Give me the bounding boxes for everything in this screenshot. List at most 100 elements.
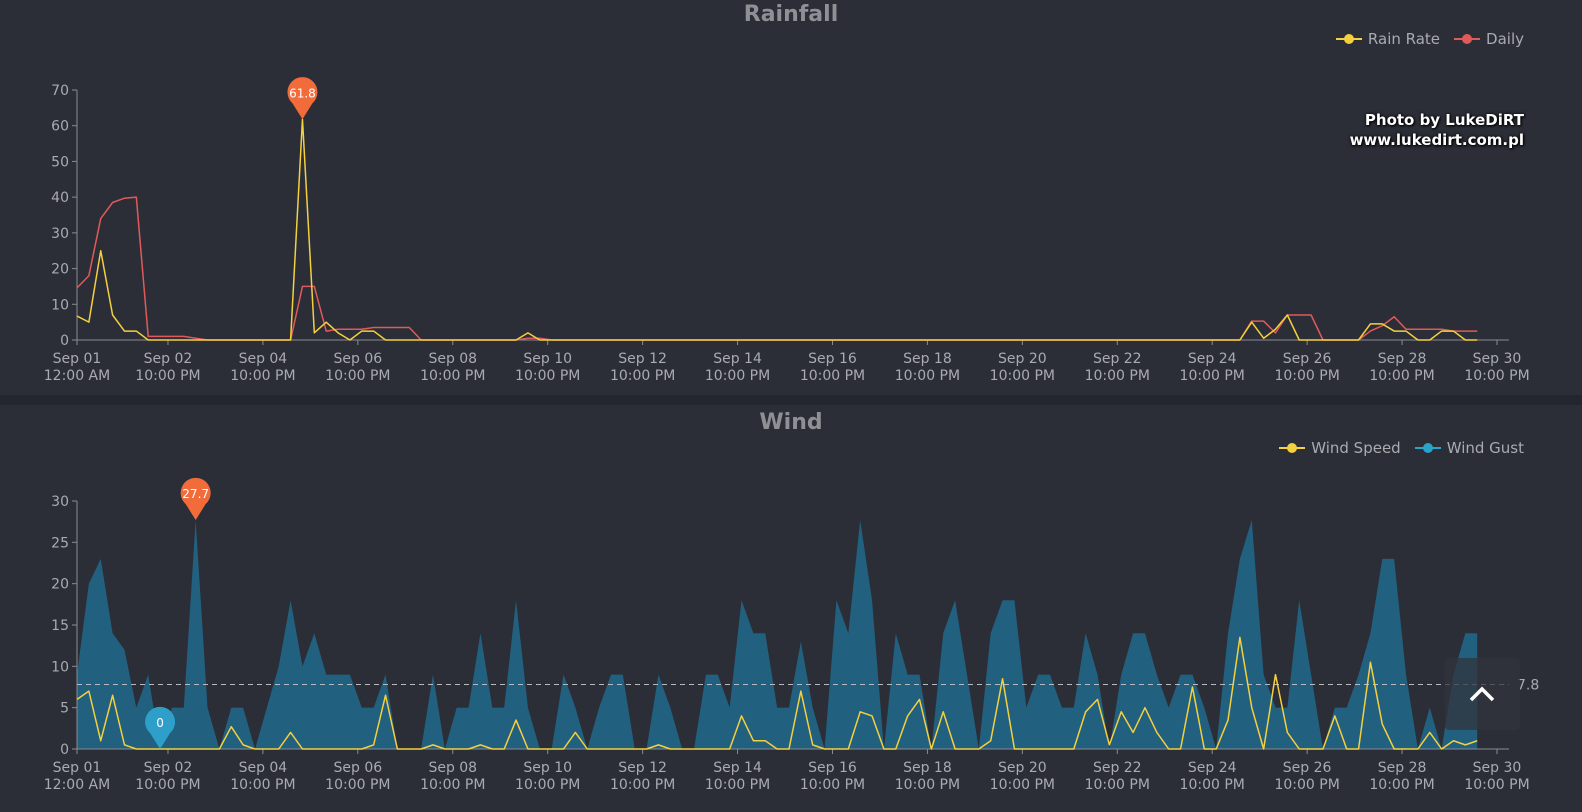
x-tick-label-date: Sep 16 [808, 760, 857, 776]
x-tick-label-time: 10:00 PM [705, 777, 770, 793]
x-tick-label-time: 10:00 PM [895, 368, 960, 384]
x-tick-label-time: 10:00 PM [705, 368, 770, 384]
y-tick-label: 30 [51, 494, 69, 510]
x-tick-label-date: Sep 12 [618, 760, 667, 776]
legend-item-wind-speed[interactable]: Wind Speed [1279, 439, 1401, 457]
x-tick-label-date: Sep 26 [1283, 760, 1332, 776]
x-tick-label-time: 10:00 PM [135, 777, 200, 793]
legend-wind-gust-symbol-icon [1414, 443, 1441, 453]
chevron-up-icon [1469, 686, 1495, 702]
x-tick-label-date: Sep 30 [1473, 760, 1522, 776]
x-tick-label-date: Sep 28 [1378, 351, 1427, 367]
series-area-wind-gust [77, 520, 1478, 749]
y-tick-label: 20 [51, 262, 69, 278]
rainfall-chart-title: Rainfall [743, 2, 839, 27]
x-tick-label-time: 10:00 PM [325, 777, 390, 793]
y-tick-label: 0 [60, 333, 69, 349]
marker-pin-label: 61.8 [289, 86, 316, 100]
x-tick-label-date: Sep 06 [334, 760, 383, 776]
marker-pin-icon [180, 477, 211, 521]
x-tick-label-time: 10:00 PM [1464, 777, 1529, 793]
x-tick-label-time: 10:00 PM [1369, 368, 1434, 384]
back-to-top-button[interactable] [1445, 658, 1520, 730]
y-tick-label: 5 [60, 701, 69, 717]
x-tick-label-date: Sep 22 [1093, 351, 1142, 367]
x-tick-label-date: Sep 10 [523, 760, 572, 776]
y-tick-label: 30 [51, 226, 69, 242]
x-tick-label-time: 10:00 PM [1180, 777, 1245, 793]
x-tick-label-time: 10:00 PM [420, 368, 485, 384]
x-tick-label-time: 10:00 PM [610, 368, 675, 384]
y-tick-label: 50 [51, 154, 69, 170]
panel-divider [0, 395, 1582, 405]
x-tick-label-date: Sep 08 [428, 351, 477, 367]
marker-pin-icon [145, 706, 176, 749]
x-tick-label-time: 10:00 PM [515, 777, 580, 793]
x-tick-label-date: Sep 04 [239, 760, 288, 776]
x-tick-label-date: Sep 22 [1093, 760, 1142, 776]
x-tick-label-time: 10:00 PM [895, 777, 960, 793]
wind-legend: Wind Speed Wind Gust [1279, 439, 1524, 457]
x-tick-label-date: Sep 20 [998, 760, 1047, 776]
x-tick-label-date: Sep 02 [144, 351, 193, 367]
x-tick-label-date: Sep 16 [808, 351, 857, 367]
legend-item-rain-rate[interactable]: Rain Rate [1335, 30, 1441, 48]
x-tick-label-date: Sep 14 [713, 351, 762, 367]
series-line-rain-rate [76, 118, 1478, 341]
y-tick-label: 60 [51, 119, 69, 135]
mean-mark-line-label: 7.8 [1517, 678, 1539, 694]
watermark-url: www.lukedirt.com.pl [1349, 131, 1524, 149]
series-line-wind-speed [76, 636, 1478, 750]
y-tick-label: 20 [51, 577, 69, 593]
rainfall-legend: Rain Rate Daily [1335, 30, 1524, 48]
x-tick-label-time: 10:00 PM [1085, 777, 1150, 793]
marker-pin-label: 27.7 [182, 487, 209, 501]
x-tick-label-date: Sep 28 [1378, 760, 1427, 776]
x-tick-label-time: 10:00 PM [1180, 368, 1245, 384]
x-tick-label-date: Sep 24 [1188, 760, 1237, 776]
x-tick-label-date: Sep 12 [618, 351, 667, 367]
x-tick-label-date: Sep 01 [53, 351, 102, 367]
x-tick-label-time: 10:00 PM [610, 777, 675, 793]
x-tick-label-date: Sep 02 [144, 760, 193, 776]
x-tick-label-time: 10:00 PM [990, 777, 1055, 793]
x-tick-label-date: Sep 26 [1283, 351, 1332, 367]
x-tick-label-time: 10:00 PM [990, 368, 1055, 384]
x-tick-label-time: 10:00 PM [800, 368, 865, 384]
x-tick-label-date: Sep 04 [239, 351, 288, 367]
legend-rain-rate-symbol-icon [1335, 34, 1362, 44]
wind-chart-panel: Wind Wind Speed Wind Gust 0 5 10 15 20 25 30 Se… [0, 405, 1582, 812]
marker-pin-icon [287, 77, 318, 120]
watermark-credit: Photo by LukeDiRT [1364, 111, 1524, 129]
y-tick-label: 0 [60, 742, 69, 758]
y-tick-label: 10 [51, 659, 69, 675]
x-tick-label-time: 10:00 PM [1274, 777, 1339, 793]
legend-item-wind-gust[interactable]: Wind Gust [1414, 439, 1524, 457]
x-tick-label-time: 10:00 PM [1085, 368, 1150, 384]
y-tick-label: 10 [51, 297, 69, 313]
x-tick-label-time: 10:00 PM [325, 368, 390, 384]
legend-wind-speed-symbol-icon [1279, 443, 1306, 453]
y-tick-label: 40 [51, 190, 69, 206]
y-tick-label: 15 [51, 618, 69, 634]
x-tick-label-date: Sep 30 [1473, 351, 1522, 367]
x-tick-label-time: 12:00 AM [44, 777, 110, 793]
x-tick-label-time: 10:00 PM [230, 777, 295, 793]
legend-label: Daily [1486, 30, 1524, 48]
x-tick-label-date: Sep 10 [523, 351, 572, 367]
legend-label: Wind Gust [1446, 439, 1524, 457]
x-tick-label-time: 10:00 PM [800, 777, 865, 793]
x-tick-label-date: Sep 24 [1188, 351, 1237, 367]
wind-chart-title: Wind [759, 410, 823, 435]
legend-item-daily[interactable]: Daily [1454, 30, 1524, 48]
x-tick-label-date: Sep 01 [53, 760, 102, 776]
x-tick-label-date: Sep 06 [334, 351, 383, 367]
series-line-daily [76, 196, 1478, 341]
x-tick-label-date: Sep 18 [903, 351, 952, 367]
x-tick-label-date: Sep 20 [998, 351, 1047, 367]
x-tick-label-time: 10:00 PM [515, 368, 580, 384]
x-tick-label-time: 10:00 PM [135, 368, 200, 384]
legend-label: Rain Rate [1367, 30, 1441, 48]
